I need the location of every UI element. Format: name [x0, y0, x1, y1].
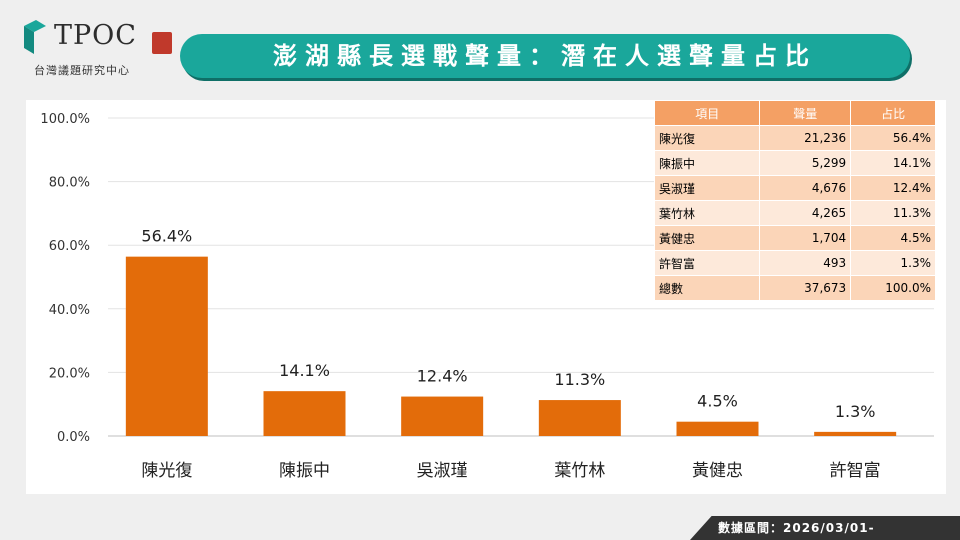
logo-seal-icon	[152, 32, 172, 54]
table-row: 許智富 493 1.3%	[653, 250, 936, 276]
data-label: 1.3%	[835, 402, 876, 421]
y-tick-label: 0.0%	[57, 430, 90, 445]
y-tick-label: 40.0%	[49, 303, 90, 318]
table-header-row: 項目 聲量 占比	[653, 100, 936, 126]
table-row: 陳光復 21,236 56.4%	[653, 125, 936, 151]
logo-text: TPOC	[54, 20, 137, 51]
logo-mark-icon	[24, 20, 46, 54]
table-cell-votes: 4,265	[759, 200, 852, 226]
date-range-footer: 數據區間：2026/03/01-2026/05/31	[690, 516, 960, 540]
y-tick-label: 60.0%	[49, 239, 90, 254]
y-tick-label: 80.0%	[49, 176, 90, 191]
table-row: 黃健忠 1,704 4.5%	[653, 225, 936, 251]
date-range-text: 數據區間：2026/03/01-2026/05/31	[718, 521, 875, 535]
x-tick-label: 陳振中	[279, 461, 330, 481]
table-row: 吳淑瑾 4,676 12.4%	[653, 175, 936, 201]
table-header-item: 項目	[653, 100, 761, 126]
y-tick-label: 100.0%	[40, 112, 90, 127]
table-header-share: 占比	[850, 100, 936, 126]
table-cell-votes: 493	[759, 250, 852, 276]
bar	[125, 256, 208, 436]
table-cell-name: 葉竹林	[653, 200, 761, 226]
table-cell-name: 許智富	[653, 250, 761, 276]
table-cell-votes: 37,673	[759, 275, 852, 301]
title-bar: 澎湖縣長選戰聲量：潛在人選聲量占比	[180, 34, 910, 78]
table-cell-share: 100.0%	[850, 275, 936, 301]
table-cell-name: 陳振中	[653, 150, 761, 176]
data-label: 11.3%	[554, 370, 605, 389]
x-tick-label: 葉竹林	[554, 461, 605, 481]
table-cell-name: 總數	[653, 275, 761, 301]
table-cell-name: 吳淑瑾	[653, 175, 761, 201]
table-cell-name: 陳光復	[653, 125, 761, 151]
table-cell-share: 11.3%	[850, 200, 936, 226]
y-tick-label: 20.0%	[49, 366, 90, 381]
data-label: 4.5%	[697, 392, 738, 411]
table-row: 葉竹林 4,265 11.3%	[653, 200, 936, 226]
table-cell-votes: 5,299	[759, 150, 852, 176]
x-tick-label: 許智富	[830, 461, 881, 481]
table-header-votes: 聲量	[759, 100, 852, 126]
table-total-row: 總數 37,673 100.0%	[653, 275, 936, 301]
table-cell-share: 14.1%	[850, 150, 936, 176]
table-cell-votes: 1,704	[759, 225, 852, 251]
x-tick-label: 吳淑瑾	[417, 461, 468, 481]
bar	[676, 421, 759, 436]
bar	[401, 396, 484, 436]
bar	[814, 431, 897, 436]
x-tick-label: 陳光復	[141, 461, 192, 481]
data-table: 項目 聲量 占比 陳光復 21,236 56.4% 陳振中 5,299 14.1…	[653, 100, 936, 301]
data-label: 56.4%	[141, 227, 192, 246]
table-cell-share: 1.3%	[850, 250, 936, 276]
bar	[538, 400, 621, 436]
logo-subtitle: 台灣議題研究中心	[34, 64, 130, 77]
chart-panel: 0.0% 20.0% 40.0% 60.0% 80.0% 100.0% 56.4% 陳光復 14…	[26, 100, 946, 494]
bar-chart: 0.0% 20.0% 40.0% 60.0% 80.0% 100.0% 56.4% 陳光復 14…	[40, 112, 934, 481]
data-label: 12.4%	[417, 367, 468, 386]
data-label: 14.1%	[279, 361, 330, 380]
tpoc-logo: TPOC 台灣議題研究中心	[24, 14, 172, 80]
bar	[263, 391, 346, 436]
table-cell-share: 12.4%	[850, 175, 936, 201]
page-title: 澎湖縣長選戰聲量：潛在人選聲量占比	[273, 42, 817, 70]
table-cell-name: 黃健忠	[653, 225, 761, 251]
table-cell-share: 4.5%	[850, 225, 936, 251]
table-cell-votes: 4,676	[759, 175, 852, 201]
table-row: 陳振中 5,299 14.1%	[653, 150, 936, 176]
table-cell-share: 56.4%	[850, 125, 936, 151]
table-cell-votes: 21,236	[759, 125, 852, 151]
x-tick-label: 黃健忠	[692, 461, 743, 481]
